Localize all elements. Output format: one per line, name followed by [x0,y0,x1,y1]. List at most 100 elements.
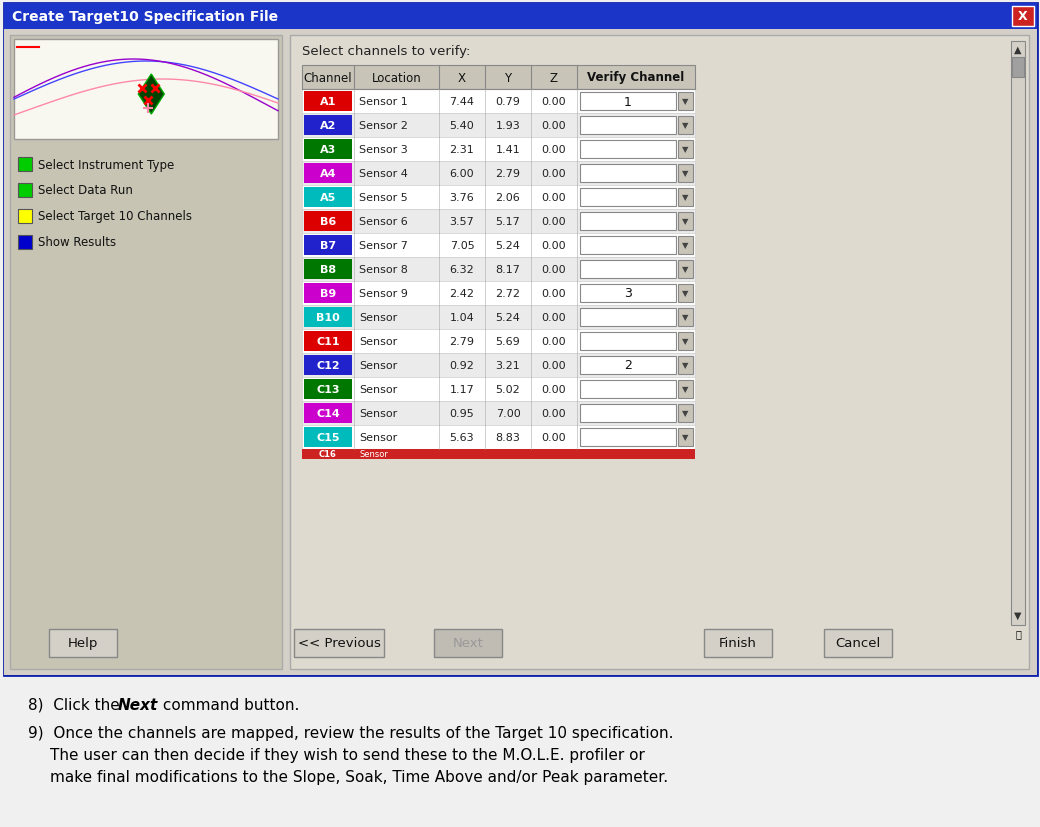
Bar [302,402,695,425]
Bar [678,428,693,447]
Bar [302,330,695,354]
Bar [678,213,693,231]
Bar [304,284,352,304]
Text: 3.21: 3.21 [496,361,520,370]
Text: 2.79: 2.79 [495,169,520,179]
Text: Next: Next [118,697,158,712]
Bar [304,380,352,399]
Text: 0.79: 0.79 [496,97,520,107]
Text: Help: Help [68,637,98,650]
Text: A4: A4 [319,169,336,179]
Text: 3.76: 3.76 [449,193,474,203]
Text: Select Instrument Type: Select Instrument Type [38,158,175,171]
Text: 8.83: 8.83 [496,433,520,442]
Bar [304,332,352,351]
Text: A1: A1 [320,97,336,107]
Bar [580,428,676,447]
Bar [304,404,352,423]
Text: B7: B7 [320,241,336,251]
Text: 7.44: 7.44 [449,97,474,107]
Text: ▼: ▼ [682,385,688,394]
Text: ▼: ▼ [682,265,688,275]
Text: B9: B9 [320,289,336,299]
Text: ▼: ▼ [682,98,688,107]
Bar [678,404,693,423]
Bar [1012,58,1024,78]
Bar [678,261,693,279]
Text: 0.00: 0.00 [542,433,567,442]
Text: Sensor 4: Sensor 4 [359,169,408,179]
Bar [304,188,352,208]
Text: 8)  Click the: 8) Click the [28,697,125,712]
Bar [580,141,676,159]
Text: Channel: Channel [304,71,353,84]
Text: B10: B10 [316,313,340,323]
Bar [678,189,693,207]
Text: 1.41: 1.41 [496,145,520,155]
Bar [678,380,693,399]
Text: ▼: ▼ [682,194,688,203]
Text: Y: Y [504,71,512,84]
Bar [580,93,676,111]
Text: 0.95: 0.95 [449,409,474,418]
Text: ▼: ▼ [682,409,688,418]
Text: Sensor: Sensor [359,337,397,347]
Text: Sensor: Sensor [359,433,397,442]
Text: Location: Location [371,71,421,84]
Bar [302,114,695,138]
Bar [302,425,695,449]
Bar [302,90,695,114]
Text: 2.79: 2.79 [449,337,474,347]
Bar [304,428,352,447]
Text: Create Target10 Specification File: Create Target10 Specification File [12,10,278,24]
Text: 0.00: 0.00 [542,385,567,394]
Text: Sensor: Sensor [359,409,397,418]
Text: C12: C12 [316,361,340,370]
Text: 🔍: 🔍 [1015,629,1021,638]
Bar [580,117,676,135]
Bar [678,332,693,351]
Text: 2.06: 2.06 [496,193,520,203]
Bar [580,380,676,399]
Bar [49,629,116,657]
Text: ▼: ▼ [682,146,688,155]
Text: X: X [458,71,466,84]
Text: 2.72: 2.72 [495,289,520,299]
Bar [302,234,695,258]
Bar [4,4,1037,675]
Text: A5: A5 [320,193,336,203]
Bar [294,629,384,657]
Text: 2.42: 2.42 [449,289,474,299]
Text: 5.69: 5.69 [496,337,520,347]
Text: 0.00: 0.00 [542,169,567,179]
Text: Sensor 3: Sensor 3 [359,145,408,155]
Bar [580,165,676,183]
Text: make final modifications to the Slope, Soak, Time Above and/or Peak parameter.: make final modifications to the Slope, S… [50,769,668,784]
Bar [302,210,695,234]
Text: ▼: ▼ [682,170,688,179]
Text: 7.05: 7.05 [449,241,474,251]
Bar [678,308,693,327]
Bar [678,356,693,375]
Bar [302,258,695,282]
Bar [580,189,676,207]
Text: C11: C11 [316,337,340,347]
Text: 0.92: 0.92 [449,361,474,370]
Bar [1012,7,1034,27]
Text: 0.00: 0.00 [542,193,567,203]
Text: 0.00: 0.00 [542,313,567,323]
Text: command button.: command button. [158,697,300,712]
Bar [304,140,352,160]
Text: 6.32: 6.32 [449,265,474,275]
Text: ▼: ▼ [682,433,688,442]
Text: Sensor 7: Sensor 7 [359,241,408,251]
Bar [18,236,32,250]
Text: 1.17: 1.17 [449,385,474,394]
Text: 0.00: 0.00 [542,217,567,227]
Bar [580,404,676,423]
Text: 3.57: 3.57 [449,217,474,227]
Text: The user can then decide if they wish to send these to the M.O.L.E. profiler or: The user can then decide if they wish to… [50,747,645,762]
Text: ▼: ▼ [682,122,688,131]
Bar [302,282,695,306]
Bar [304,308,352,327]
